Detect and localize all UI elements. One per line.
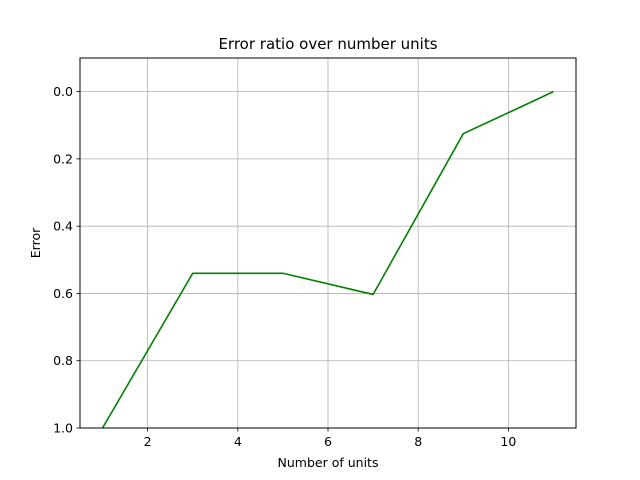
x-tick-label: 10 — [500, 434, 516, 449]
series-line-0 — [101, 90, 554, 429]
x-tick-label: 4 — [234, 434, 242, 449]
y-tick-label: 1.0 — [53, 421, 73, 436]
y-axis-label: Error — [28, 227, 43, 258]
x-tick-label: 6 — [324, 434, 332, 449]
series-lines — [101, 90, 554, 429]
x-axis-label: Number of units — [278, 455, 379, 470]
x-tick-label: 8 — [414, 434, 422, 449]
y-tick-label: 0.2 — [53, 151, 73, 166]
x-tick-label: 2 — [144, 434, 152, 449]
x-axis: 2 4 6 8 10 — [144, 428, 516, 449]
y-tick-label: 0.0 — [53, 84, 73, 99]
y-tick-label: 0.6 — [53, 286, 73, 301]
y-tick-label: 0.4 — [53, 219, 73, 234]
y-tick-label: 0.8 — [53, 353, 73, 368]
y-axis: 0.0 0.2 0.4 0.6 0.8 1.0 — [53, 84, 80, 436]
chart-title: Error ratio over number units — [218, 35, 437, 53]
